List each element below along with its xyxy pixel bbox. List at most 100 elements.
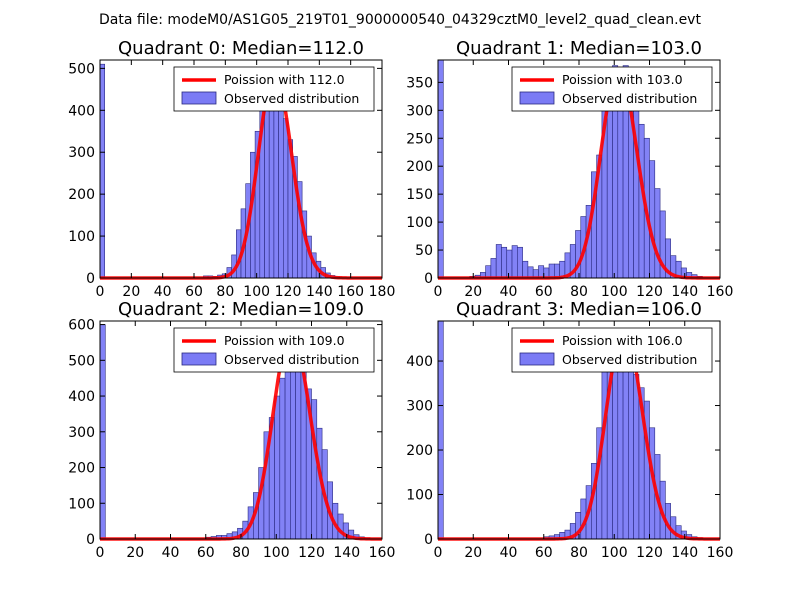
- y-tick-label: 500: [68, 353, 95, 369]
- x-tick-label: 140: [306, 284, 333, 300]
- histogram-bar: [606, 93, 613, 279]
- histogram-bar: [612, 347, 619, 540]
- histogram-bar: [437, 320, 444, 540]
- y-tick-label: 0: [86, 532, 95, 548]
- chart-title: Quadrant 3: Median=106.0: [456, 299, 702, 320]
- x-tick-label: 120: [298, 545, 325, 561]
- y-tick-label: 200: [406, 159, 433, 175]
- x-tick-label: 140: [671, 545, 698, 561]
- y-tick-label: 100: [68, 229, 95, 245]
- legend: Poission with 106.0 Observed distribution: [511, 327, 713, 373]
- x-tick-label: 160: [707, 545, 734, 561]
- x-tick-label: 80: [570, 284, 588, 300]
- axes-frame: [99, 59, 383, 279]
- legend: Poission with 103.0 Observed distribution: [511, 66, 713, 112]
- y-tick-label: 300: [406, 399, 433, 415]
- legend: Poission with 112.0 Observed distribution: [173, 66, 375, 112]
- charts-grid: 0 20 40 60 80 100 120 140 160 1800100200300400500…: [68, 38, 733, 561]
- x-tick-label: 160: [707, 284, 734, 300]
- histogram-bar: [522, 260, 529, 279]
- legend-bar-swatch: [181, 91, 217, 105]
- histogram-bar: [282, 118, 289, 279]
- y-tick-label: 400: [68, 103, 95, 119]
- x-tick-label: 20: [126, 545, 144, 561]
- y-tick-label: 300: [68, 145, 95, 161]
- legend-bar-swatch: [181, 352, 217, 366]
- x-tick-label: 140: [333, 545, 360, 561]
- y-tick-label: 100: [406, 488, 433, 504]
- x-tick-label: 0: [434, 284, 443, 300]
- x-tick-label: 0: [96, 284, 105, 300]
- chart-title: Quadrant 0: Median=112.0: [118, 38, 364, 59]
- legend: Poission with 109.0 Observed distribution: [173, 327, 375, 373]
- y-tick-label: 300: [68, 425, 95, 441]
- x-tick-label: 60: [185, 284, 203, 300]
- quadrant-1-chart: 0 20 40 60 80 100 120 140 160 0 50 100 150 200 250 300 3…: [406, 38, 733, 300]
- y-tick-label: 0: [86, 271, 95, 287]
- chart-title: Quadrant 2: Median=109.0: [118, 299, 364, 320]
- histogram-bar: [274, 395, 281, 540]
- histogram-bar: [490, 258, 497, 279]
- figure-suptitle: Data file: modeM0/AS1G05_219T01_90000005…: [99, 12, 701, 28]
- histogram-bar: [485, 265, 492, 279]
- histogram-bar: [264, 93, 270, 279]
- x-tick-label: 120: [636, 284, 663, 300]
- x-tick-label: 120: [275, 284, 302, 300]
- y-tick-label: 500: [68, 61, 95, 77]
- y-tick-label: 100: [68, 496, 95, 512]
- y-tick-label: 250: [406, 131, 433, 147]
- histogram-bar: [284, 370, 291, 540]
- x-tick-label: 100: [601, 284, 628, 300]
- x-tick-label: 40: [154, 284, 172, 300]
- histogram-bar: [495, 244, 502, 279]
- legend-label-poisson: Poission with 103.0: [562, 72, 683, 87]
- x-tick-label: 60: [197, 545, 215, 561]
- y-tick-label: 400: [406, 354, 433, 370]
- legend-label-observed: Observed distribution: [562, 352, 697, 367]
- x-tick-label: 120: [636, 545, 663, 561]
- x-tick-label: 80: [232, 545, 250, 561]
- x-tick-label: 80: [570, 545, 588, 561]
- y-tick-label: 0: [424, 532, 433, 548]
- x-tick-label: 20: [464, 284, 482, 300]
- x-tick-label: 60: [535, 545, 553, 561]
- quadrant-3-chart: 0 20 40 60 80 100 120 140 160 0 100 200 300 400 Quadra…: [406, 299, 733, 561]
- x-tick-label: 20: [122, 284, 140, 300]
- legend-label-observed: Observed distribution: [224, 352, 359, 367]
- chart-title: Quadrant 1: Median=103.0: [456, 38, 702, 59]
- histogram-bar: [501, 246, 508, 279]
- legend-label-poisson: Poission with 109.0: [224, 333, 345, 348]
- x-tick-label: 160: [369, 545, 396, 561]
- histogram-bar: [538, 265, 545, 279]
- histogram-bar: [633, 374, 640, 540]
- x-tick-label: 180: [369, 284, 396, 300]
- y-tick-label: 300: [406, 103, 433, 119]
- x-tick-label: 20: [464, 545, 482, 561]
- y-tick-label: 400: [68, 389, 95, 405]
- quadrant-0-chart: 0 20 40 60 80 100 120 140 160 180 0 100 200 300 400 500…: [68, 38, 395, 300]
- y-tick-label: 200: [68, 461, 95, 477]
- histogram-bar: [511, 245, 518, 279]
- y-tick-label: 200: [68, 187, 95, 203]
- histogram-bar: [601, 369, 608, 540]
- y-tick-label: 200: [406, 443, 433, 459]
- y-tick-label: 100: [406, 215, 433, 231]
- legend-bar-swatch: [519, 91, 555, 105]
- histogram-bar: [273, 93, 279, 279]
- x-tick-label: 140: [671, 284, 698, 300]
- legend-bar-swatch: [519, 352, 555, 366]
- x-tick-label: 100: [263, 545, 290, 561]
- x-tick-label: 40: [162, 545, 180, 561]
- x-tick-label: 80: [216, 284, 234, 300]
- histogram-bar: [506, 249, 513, 279]
- y-tick-label: 50: [415, 243, 433, 259]
- x-tick-label: 40: [500, 284, 518, 300]
- y-tick-label: 0: [424, 271, 433, 287]
- legend-label-observed: Observed distribution: [224, 91, 359, 106]
- x-tick-label: 0: [434, 545, 443, 561]
- histogram-bar: [517, 246, 523, 279]
- x-tick-label: 100: [243, 284, 270, 300]
- x-tick-label: 100: [601, 545, 628, 561]
- legend-label-poisson: Poission with 112.0: [224, 72, 345, 87]
- histogram-bar: [99, 63, 105, 279]
